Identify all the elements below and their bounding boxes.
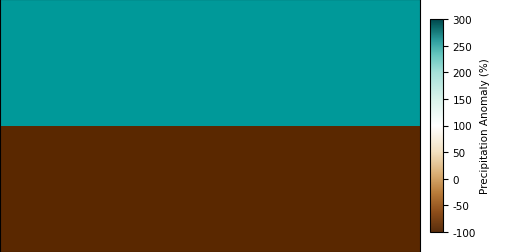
FancyBboxPatch shape [0, 0, 420, 126]
Y-axis label: Precipitation Anomaly (%): Precipitation Anomaly (%) [480, 58, 490, 194]
FancyBboxPatch shape [0, 126, 420, 252]
